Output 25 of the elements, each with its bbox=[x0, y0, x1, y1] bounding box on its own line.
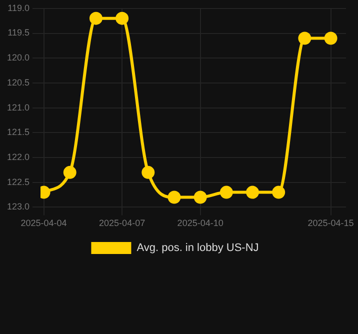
x-tick-label: 2025-04-07 bbox=[99, 218, 146, 228]
point bbox=[194, 190, 207, 204]
point bbox=[89, 12, 102, 25]
point bbox=[220, 186, 233, 199]
point bbox=[168, 190, 181, 204]
point bbox=[324, 32, 338, 45]
x-tick-label: 2025-04-04 bbox=[20, 218, 67, 228]
y-tick-label: 119.0 bbox=[8, 2, 30, 13]
y-tick-label: 122.0 bbox=[6, 152, 30, 162]
x-tick-label: 2025-04-15 bbox=[308, 218, 354, 228]
y-tick-label: 121.0 bbox=[6, 102, 30, 112]
point bbox=[246, 186, 260, 199]
y-tick-label: 120.0 bbox=[6, 52, 30, 63]
point bbox=[63, 166, 76, 179]
point bbox=[272, 186, 286, 199]
legend-label: Avg. pos. in lobby US-NJ bbox=[136, 242, 259, 254]
point bbox=[116, 12, 129, 25]
y-tick-label: 121.5 bbox=[6, 127, 30, 138]
point bbox=[142, 166, 155, 179]
y-tick-label: 122.5 bbox=[6, 176, 30, 187]
y-tick-label: 119.5 bbox=[8, 28, 30, 38]
x-tick-label: 2025-04-10 bbox=[177, 218, 224, 228]
point bbox=[298, 32, 312, 45]
y-tick-label: 120.5 bbox=[6, 77, 30, 88]
y-tick-label: 123.0 bbox=[6, 202, 30, 212]
